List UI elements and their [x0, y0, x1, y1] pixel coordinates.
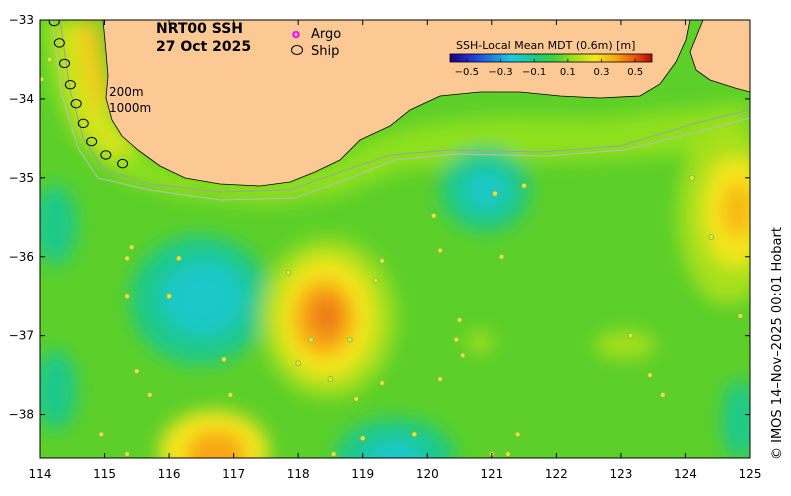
float-marker — [124, 451, 131, 457]
colorbar-tick-label: −0.5 — [455, 67, 479, 78]
colorbar-gradient — [449, 53, 653, 63]
float-marker — [327, 376, 334, 382]
lat-tick-label: −38 — [9, 408, 34, 422]
float-marker — [285, 269, 292, 276]
float-marker — [133, 368, 140, 375]
float-marker — [346, 336, 353, 343]
float-marker — [295, 360, 302, 367]
float-marker — [227, 391, 234, 398]
float-marker — [146, 391, 153, 398]
map-title: NRT00 SSH — [156, 21, 243, 37]
colorbar-tick-label: 0.5 — [627, 67, 643, 78]
colorbar-tick-label: −0.3 — [488, 67, 512, 78]
colorbar-title: SSH-Local Mean MDT (0.6m) [m] — [456, 39, 635, 52]
float-marker — [124, 255, 131, 262]
argo-legend-label: Argo — [311, 27, 341, 42]
ship-marker — [53, 38, 65, 48]
float-marker — [166, 293, 172, 300]
ship-marker — [77, 118, 89, 129]
isobath-200m-line — [59, 20, 750, 193]
float-marker — [372, 277, 379, 284]
colorbar-ticks: −0.5 −0.3 −0.1 0.1 0.3 0.5 — [455, 59, 643, 78]
credit-text: © IMOS 14–Nov–2025 00:01 Hobart — [770, 227, 785, 460]
lat-tick-label: −36 — [9, 250, 34, 264]
ship-marker — [64, 80, 76, 90]
float-marker — [459, 352, 466, 359]
float-marker — [379, 380, 385, 386]
float-marker — [659, 391, 666, 398]
float-markers — [40, 56, 744, 457]
lon-tick-label: 118 — [287, 467, 310, 481]
ship-legend-label: Ship — [311, 44, 339, 59]
float-marker — [689, 174, 695, 181]
plot-frame — [39, 19, 751, 459]
lon-tick-label: 124 — [674, 467, 697, 481]
float-marker — [430, 212, 437, 219]
ship-marker — [59, 58, 71, 69]
float-marker — [46, 56, 53, 63]
float-marker — [647, 372, 653, 379]
ship-legend-icon — [291, 45, 303, 55]
float-marker — [379, 257, 385, 264]
float-marker — [521, 182, 527, 189]
lon-tick-label: 120 — [416, 467, 439, 481]
colorbar-tick-label: 0.1 — [560, 67, 576, 78]
ship-marker — [86, 136, 98, 147]
float-marker — [124, 293, 131, 300]
lon-tick-label: 122 — [545, 467, 568, 481]
colorbar-tick-label: −0.1 — [522, 67, 546, 78]
lat-tick-label: −37 — [9, 329, 34, 343]
float-marker — [498, 253, 505, 260]
float-marker — [456, 316, 463, 323]
float-marker — [40, 76, 45, 83]
lon-tick-label: 117 — [222, 467, 245, 481]
lat-tick-label: −35 — [9, 171, 34, 185]
float-marker — [221, 356, 227, 363]
lon-tick-label: 125 — [739, 467, 762, 481]
float-marker — [437, 247, 444, 254]
isobath-200m-label: 200m — [109, 85, 144, 99]
ship-marker — [100, 150, 112, 160]
float-marker — [98, 431, 105, 438]
lon-tick-label: 115 — [93, 467, 116, 481]
float-marker — [128, 244, 135, 251]
float-marker — [627, 332, 634, 339]
isobath-1000m-label: 1000m — [109, 101, 151, 115]
isobath-1000m-line — [51, 20, 750, 201]
colorbar-tick-label: 0.3 — [594, 67, 610, 78]
map-date: 27 Oct 2025 — [156, 39, 251, 55]
sea-level-anomaly-field — [40, 20, 750, 458]
float-marker — [437, 376, 444, 382]
float-marker — [359, 435, 366, 442]
lon-tick-label: 114 — [29, 467, 52, 481]
latitude-axis: −33 −34 −35 −36 −37 −38 — [9, 13, 750, 422]
float-marker — [411, 431, 418, 438]
float-marker — [353, 395, 360, 402]
float-marker — [330, 451, 337, 457]
float-marker — [514, 431, 521, 438]
float-marker — [708, 234, 715, 240]
lat-tick-label: −33 — [9, 13, 34, 27]
lon-tick-label: 121 — [480, 467, 503, 481]
lat-tick-label: −34 — [9, 92, 34, 106]
ship-marker — [48, 20, 60, 27]
float-marker — [175, 255, 182, 262]
argo-legend-marker: o — [292, 27, 300, 41]
ship-track-markers — [48, 20, 129, 169]
ship-marker — [117, 158, 129, 169]
longitude-axis: 114 115 116 117 118 119 120 121 122 123 124 125 — [29, 20, 762, 481]
lon-tick-label: 123 — [609, 467, 632, 481]
float-marker — [453, 336, 460, 343]
land-mass-east — [689, 20, 750, 93]
float-marker — [505, 451, 511, 457]
ship-marker — [70, 98, 82, 109]
float-marker — [737, 313, 744, 319]
lon-tick-label: 119 — [351, 467, 374, 481]
lon-tick-label: 116 — [158, 467, 181, 481]
float-marker — [492, 190, 498, 197]
float-marker — [308, 336, 314, 343]
